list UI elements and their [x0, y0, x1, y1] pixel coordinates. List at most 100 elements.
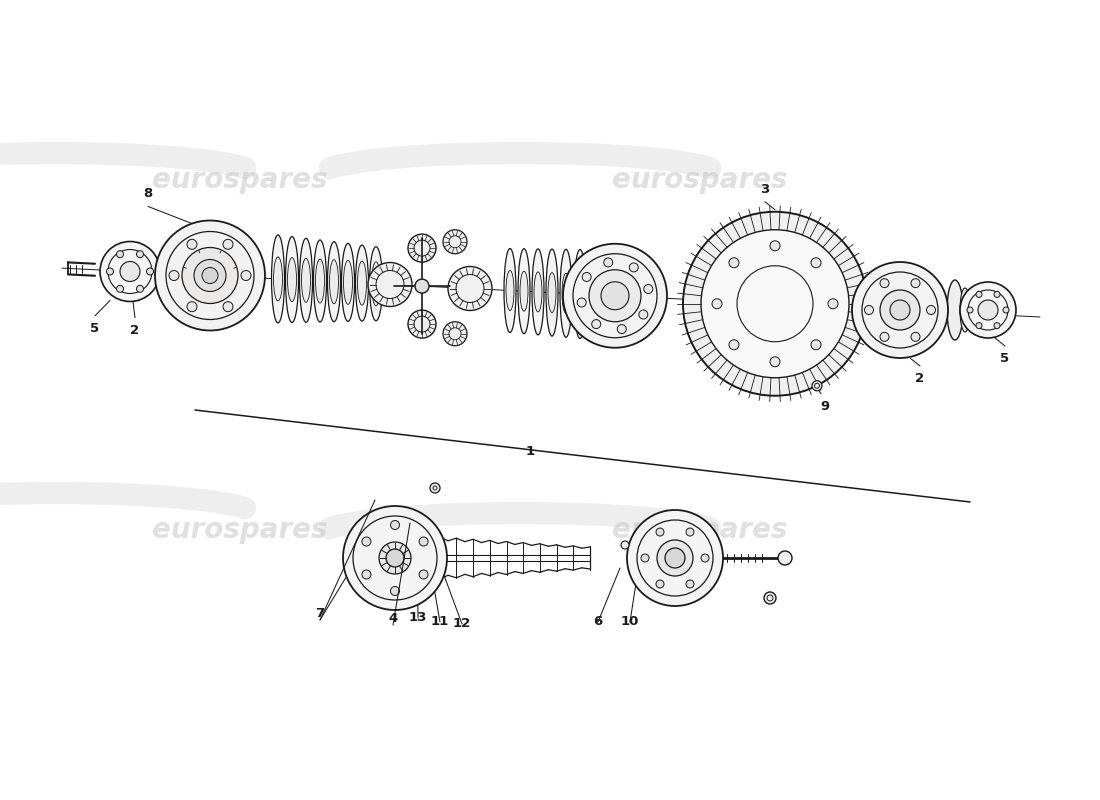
Text: 5: 5 [1000, 352, 1010, 365]
Circle shape [390, 586, 399, 595]
Ellipse shape [520, 271, 528, 311]
Circle shape [443, 230, 468, 254]
Ellipse shape [396, 518, 418, 598]
Ellipse shape [358, 261, 366, 305]
Circle shape [666, 548, 685, 568]
Ellipse shape [131, 242, 145, 301]
Circle shape [627, 510, 723, 606]
Circle shape [621, 541, 629, 549]
Circle shape [379, 542, 411, 574]
Ellipse shape [405, 528, 421, 588]
Circle shape [701, 554, 710, 562]
Ellipse shape [286, 237, 298, 322]
Circle shape [563, 244, 667, 348]
Circle shape [368, 262, 412, 306]
Circle shape [408, 234, 436, 262]
Circle shape [120, 262, 140, 282]
Circle shape [770, 241, 780, 250]
Circle shape [657, 540, 693, 576]
Ellipse shape [874, 265, 896, 355]
Circle shape [187, 239, 197, 250]
Circle shape [187, 302, 197, 312]
Circle shape [960, 282, 1016, 338]
Circle shape [967, 307, 974, 313]
Ellipse shape [229, 235, 248, 315]
Ellipse shape [330, 260, 339, 304]
Text: eurospares: eurospares [152, 516, 328, 544]
Circle shape [582, 273, 591, 282]
Circle shape [812, 381, 822, 390]
Circle shape [155, 221, 265, 330]
Circle shape [169, 270, 179, 281]
Circle shape [644, 285, 652, 294]
Circle shape [1003, 307, 1009, 313]
Circle shape [890, 300, 910, 320]
Circle shape [701, 230, 849, 378]
Ellipse shape [504, 249, 516, 333]
Circle shape [686, 528, 694, 536]
Circle shape [994, 291, 1000, 298]
Circle shape [978, 300, 998, 320]
Text: eurospares: eurospares [613, 166, 788, 194]
Circle shape [617, 325, 626, 334]
Ellipse shape [301, 258, 310, 302]
Circle shape [865, 306, 873, 314]
Circle shape [443, 322, 468, 346]
Circle shape [419, 570, 428, 579]
Circle shape [386, 549, 404, 567]
Ellipse shape [274, 257, 283, 301]
Circle shape [588, 270, 641, 322]
Ellipse shape [341, 243, 354, 322]
Ellipse shape [560, 250, 572, 338]
Ellipse shape [272, 235, 285, 323]
Text: 13: 13 [409, 611, 427, 624]
Circle shape [194, 259, 226, 291]
Circle shape [604, 258, 613, 267]
Circle shape [223, 239, 233, 250]
Text: 1: 1 [526, 445, 535, 458]
Circle shape [828, 298, 838, 309]
Ellipse shape [960, 288, 970, 332]
Ellipse shape [642, 520, 664, 596]
Text: 11: 11 [431, 615, 449, 628]
Circle shape [683, 212, 867, 396]
Ellipse shape [355, 245, 368, 321]
Ellipse shape [506, 270, 514, 310]
Circle shape [778, 551, 792, 565]
Circle shape [729, 258, 739, 268]
Ellipse shape [583, 258, 600, 334]
Circle shape [419, 537, 428, 546]
Circle shape [911, 332, 920, 342]
Circle shape [136, 286, 143, 292]
Circle shape [146, 268, 154, 275]
Text: 4: 4 [388, 612, 397, 625]
Circle shape [362, 570, 371, 579]
Ellipse shape [576, 274, 584, 314]
Circle shape [100, 242, 160, 302]
Circle shape [448, 266, 492, 310]
Ellipse shape [662, 537, 672, 579]
Circle shape [117, 286, 123, 292]
Ellipse shape [586, 248, 612, 344]
Circle shape [107, 268, 113, 275]
Circle shape [880, 290, 920, 330]
Ellipse shape [372, 262, 381, 306]
Circle shape [362, 537, 371, 546]
Ellipse shape [287, 258, 297, 302]
Text: 2: 2 [915, 372, 925, 385]
Ellipse shape [590, 274, 598, 314]
Circle shape [390, 521, 399, 530]
Circle shape [592, 319, 601, 329]
Circle shape [639, 310, 648, 319]
Circle shape [408, 310, 436, 338]
Circle shape [911, 278, 920, 288]
Ellipse shape [653, 529, 669, 587]
Ellipse shape [214, 226, 242, 326]
Ellipse shape [518, 249, 530, 334]
Ellipse shape [299, 238, 312, 322]
Circle shape [343, 506, 447, 610]
Circle shape [241, 270, 251, 281]
Circle shape [976, 291, 982, 298]
Circle shape [976, 322, 982, 329]
Circle shape [656, 580, 664, 588]
